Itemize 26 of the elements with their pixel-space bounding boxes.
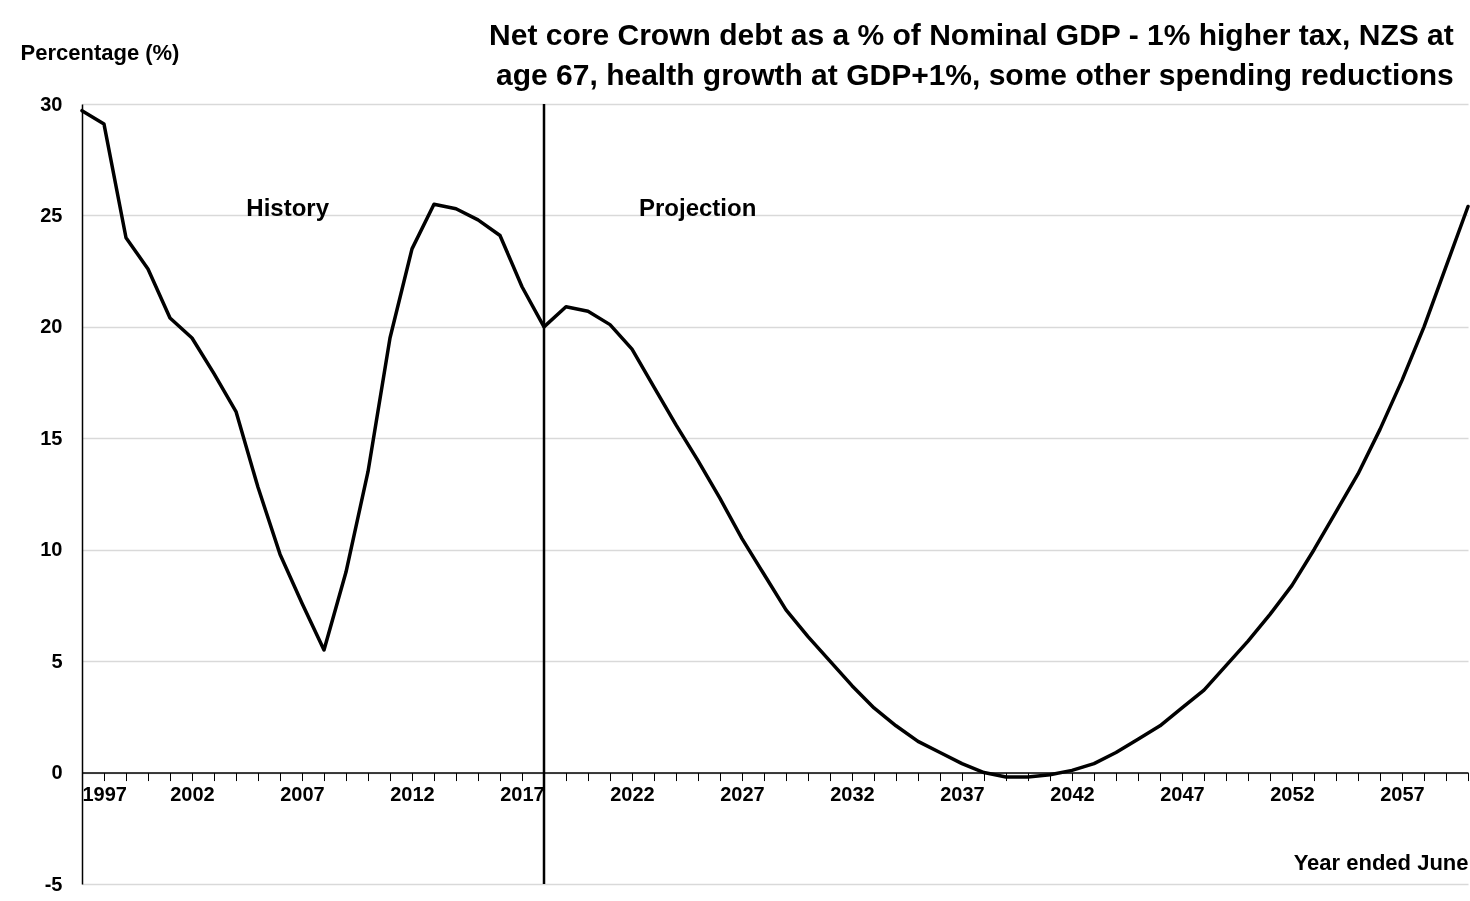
chart-title: Net core Crown debt as a % of Nominal GDP - 1% higher tax, NZS at age 67, health growth at GDP+1%, some other spending reductions — [489, 18, 1454, 91]
x-tick-label: 2042 — [1050, 783, 1095, 806]
y-tick-label: 20 — [40, 315, 63, 338]
x-tick-label: 2027 — [720, 783, 765, 806]
annotation: History — [246, 194, 330, 222]
y-tick-label: 25 — [40, 203, 63, 226]
x-tick-label: 2007 — [280, 783, 325, 806]
x-tick-label: 2017 — [500, 783, 545, 806]
x-axis-title: Year ended June — [1293, 849, 1469, 875]
annotation: Projection — [639, 194, 757, 222]
y-tick-label: 5 — [51, 649, 63, 672]
x-tick-label: 2032 — [830, 783, 875, 806]
x-tick-label: 2057 — [1380, 783, 1425, 806]
y-tick-label: 15 — [40, 426, 63, 449]
y-tick-label: 30 — [40, 92, 63, 115]
y-tick-label: 0 — [51, 761, 63, 784]
x-tick-label: 2002 — [170, 783, 215, 806]
x-tick-label: 2012 — [390, 783, 435, 806]
x-tick-label: 2047 — [1160, 783, 1205, 806]
y-axis-title: Percentage (%) — [20, 39, 180, 65]
x-tick-label: 2022 — [610, 783, 655, 806]
x-tick-label: 2052 — [1270, 783, 1315, 806]
x-tick-label: 2037 — [940, 783, 985, 806]
x-tick-label: 1997 — [82, 783, 127, 806]
y-tick-label: -5 — [44, 872, 63, 895]
y-tick-label: 10 — [40, 538, 63, 561]
